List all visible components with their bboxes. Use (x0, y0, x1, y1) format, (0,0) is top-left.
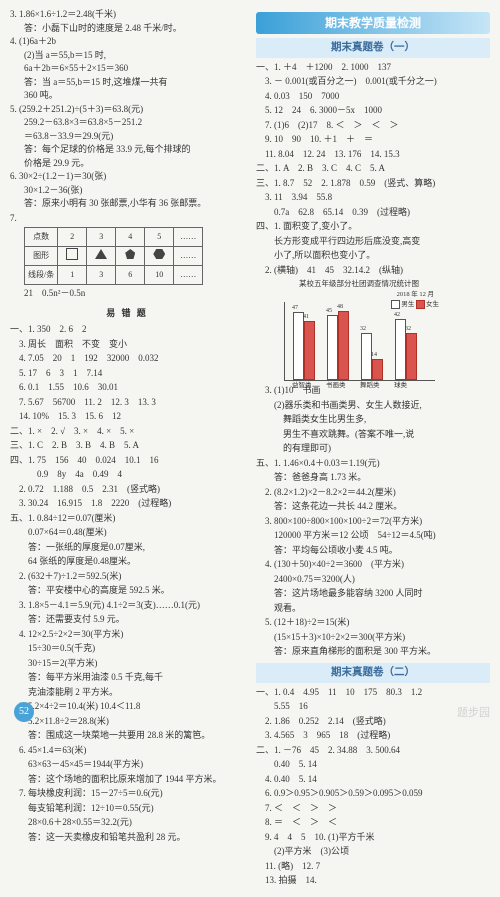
exam1-title: 期末真题卷（一） (256, 38, 490, 58)
bar-chart: 男生 女生 4741益智类4548书画类3214舞蹈类4232球类 (284, 302, 435, 381)
q3-ans: 答：小磊下山时的速度是 2.48 千米/时。 (10, 22, 244, 36)
left-column: 3. 1.86×1.6÷1.2＝2.48(千米) 答：小磊下山时的速度是 2.4… (10, 8, 244, 889)
q6: 6. 30×2÷(1.2－1)＝30(张) (10, 170, 244, 184)
q5: 5. (259.2＋251.2)÷(5＋3)＝63.8(元) (10, 103, 244, 117)
triangle-icon (95, 249, 107, 259)
square-icon (66, 248, 78, 260)
exam2-title: 期末真题卷（二） (256, 663, 490, 683)
page-number: 52 (14, 702, 34, 722)
right-header: 期末教学质量检测 (256, 12, 490, 34)
exam1b-block: 3. (1)10 书画 (2)器乐类和书画类男、女生人数接近, 舞蹈类女生比男生… (256, 384, 490, 659)
chart-title: 某校五年级部分社团调查情况统计图 (284, 278, 434, 289)
yicuo-block: 一、1. 350 2. 6 2 3. 周长 面积 不变 变小 4. 7.05 2… (10, 323, 244, 844)
pentagon-icon (125, 249, 135, 259)
exam1-block: 一、1. ＋4 ＋1200 2. 1000 137 3. － 0.001(或百分… (256, 61, 490, 278)
table-note: 21 0.5n²－0.5n (10, 287, 244, 301)
watermark: 题步园 (457, 704, 490, 720)
right-column: 期末教学质量检测 期末真题卷（一） 一、1. ＋4 ＋1200 2. 1000 … (256, 8, 490, 889)
chart-legend: 男生 女生 (391, 300, 439, 310)
q4: 4. (1)6a＋2b (10, 35, 244, 49)
chart-date: 2018 年 12 月 (284, 290, 434, 300)
yicuo-title: 易 错 题 (10, 307, 244, 321)
shapes-table: 点数 2 3 4 5 …… 图形 …… 线段/条 1 3 6 10 (24, 227, 203, 285)
exam2-block: 一、1. 0.4 4.95 11 10 175 80.3 1.2 5.55 16… (256, 686, 490, 888)
hexagon-icon (153, 249, 165, 259)
q7: 7. (10, 212, 244, 226)
q3: 3. 1.86×1.6÷1.2＝2.48(千米) (10, 8, 244, 22)
